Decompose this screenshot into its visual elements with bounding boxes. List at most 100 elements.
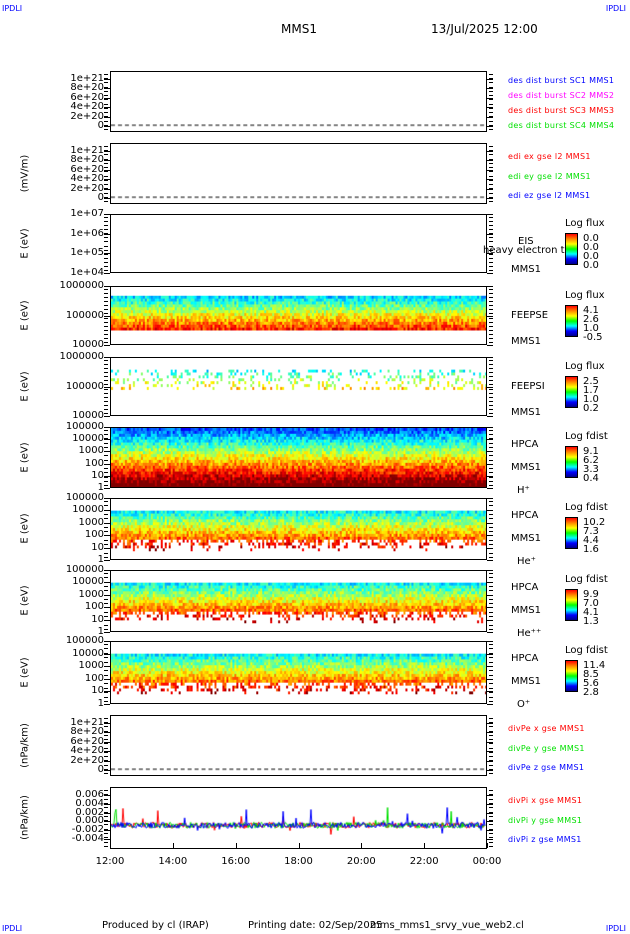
y-minor-tick: [104, 485, 108, 486]
y-minor-tick: [104, 544, 108, 546]
y-tick: [104, 653, 110, 655]
y-minor-tick-right: [489, 573, 493, 574]
time-tick: [298, 843, 300, 848]
y-minor-tick-right: [489, 535, 493, 537]
y-tick-label: 10000: [72, 410, 104, 421]
trace-label: edi ez gse l2 MMS1: [508, 191, 591, 200]
y-tick-right: [487, 345, 493, 346]
y-minor-tick-right: [489, 526, 493, 528]
panel-plot-area: [111, 571, 486, 631]
y-minor-tick: [104, 629, 108, 630]
y-tick: [104, 286, 110, 287]
y-minor-tick-right: [489, 313, 493, 315]
footer-printing-date: Printing date: 02/Sep/2025: [248, 920, 383, 931]
y-axis-label: E (eV): [19, 370, 31, 402]
y-minor-tick-right: [489, 86, 493, 88]
y-minor-tick: [104, 463, 108, 465]
panel-2: [110, 214, 487, 273]
side-label: MMS1: [511, 676, 541, 687]
y-tick-label: -0.002: [71, 824, 104, 836]
y-tick-right: [487, 821, 493, 823]
y-minor-tick-right: [489, 107, 493, 109]
y-tick-label: 10: [91, 685, 104, 697]
time-tick-label: 22:00: [409, 856, 439, 867]
y-minor-tick: [104, 261, 108, 263]
y-minor-tick-right: [489, 696, 493, 698]
y-minor-tick-right: [489, 581, 493, 583]
panel-plot-area: [111, 144, 486, 203]
y-minor-tick-right: [489, 837, 493, 839]
colorbar-value: 1.7: [583, 385, 599, 396]
y-tick: [104, 732, 110, 734]
y-minor-tick: [104, 535, 108, 537]
y-minor-tick: [104, 480, 108, 482]
y-minor-tick-right: [489, 674, 493, 676]
y-minor-tick: [104, 841, 108, 843]
colorbar-title: Log fdist: [565, 502, 608, 513]
y-tick: [104, 741, 110, 743]
y-minor-tick: [104, 743, 108, 745]
y-minor-tick-right: [489, 751, 493, 753]
y-minor-tick: [104, 333, 108, 335]
y-minor-tick: [104, 581, 108, 583]
y-minor-tick: [104, 188, 108, 190]
y-minor-tick: [104, 241, 108, 243]
colorbar-value: 2.6: [583, 314, 599, 325]
y-tick-right: [487, 198, 493, 199]
colorbar-value: 8.5: [583, 669, 599, 680]
y-minor-tick-right: [489, 815, 493, 817]
y-minor-tick: [104, 468, 108, 470]
y-minor-tick: [104, 434, 108, 436]
colorbar: [565, 446, 578, 478]
y-tick-label: 100: [84, 672, 104, 684]
y-minor-tick-right: [489, 747, 493, 749]
y-minor-tick-right: [489, 722, 493, 724]
colorbar-value: 3.3: [583, 464, 599, 475]
y-minor-tick: [104, 184, 108, 186]
y-minor-tick-right: [489, 764, 493, 766]
y-minor-tick: [104, 112, 108, 114]
y-minor-tick-right: [489, 162, 493, 164]
trace-label: divPe y gse MMS1: [508, 743, 585, 753]
y-tick-right: [487, 704, 493, 705]
y-minor-tick: [104, 501, 108, 502]
y-minor-tick-right: [489, 531, 493, 533]
y-tick-right: [487, 691, 493, 693]
y-minor-tick: [104, 438, 108, 440]
y-tick: [104, 821, 110, 823]
y-minor-tick: [104, 607, 108, 609]
y-tick-right: [487, 723, 493, 724]
y-tick-right: [487, 498, 493, 499]
y-tick-label: 10000: [72, 433, 104, 445]
y-minor-tick-right: [489, 485, 493, 486]
y-minor-tick: [104, 665, 108, 667]
y-minor-tick: [104, 99, 108, 101]
y-minor-tick-right: [489, 463, 493, 465]
y-minor-tick: [104, 451, 108, 453]
y-minor-tick: [104, 594, 108, 596]
y-minor-tick-right: [489, 828, 493, 830]
y-tick-label: 1000000: [59, 280, 104, 291]
y-minor-tick-right: [489, 442, 493, 444]
trace-label: edi ey gse l2 MMS1: [508, 171, 591, 181]
y-minor-tick-right: [489, 648, 493, 650]
colorbar: [565, 660, 578, 692]
y-minor-tick: [104, 400, 108, 402]
side-label: MMS1: [511, 533, 541, 544]
colorbar: [565, 305, 578, 337]
side-label: HPCA: [511, 439, 539, 450]
y-minor-tick: [104, 739, 108, 741]
y-minor-tick: [104, 585, 108, 587]
y-minor-tick: [104, 522, 108, 524]
y-tick: [104, 88, 110, 90]
y-minor-tick: [104, 74, 108, 75]
y-minor-tick: [104, 384, 108, 386]
y-minor-tick: [104, 325, 108, 327]
y-minor-tick: [104, 701, 108, 702]
y-minor-tick-right: [489, 544, 493, 546]
y-tick: [104, 79, 110, 80]
y-minor-tick: [104, 368, 108, 370]
y-minor-tick-right: [489, 305, 493, 307]
y-tick-right: [487, 741, 493, 743]
y-tick-right: [487, 803, 493, 805]
